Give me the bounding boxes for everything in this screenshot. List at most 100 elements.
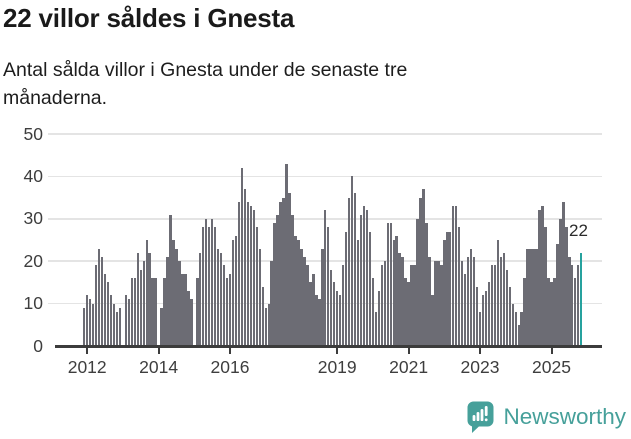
bar <box>386 223 389 346</box>
highlight-value-label: 22 <box>569 220 588 240</box>
bar <box>365 210 369 346</box>
newsworthy-logo-icon <box>467 401 494 433</box>
bar <box>475 286 479 346</box>
bar <box>356 240 360 346</box>
bar <box>112 303 116 346</box>
bar <box>297 240 300 346</box>
bar <box>127 299 131 346</box>
x-axis-line <box>55 345 602 348</box>
bar <box>151 278 154 346</box>
bar <box>136 252 139 346</box>
x-tick <box>157 348 160 354</box>
bar <box>332 282 336 346</box>
bar <box>210 218 214 346</box>
chart-title: 22 villor såldes i Gnesta <box>3 3 295 33</box>
y-axis-label: 30 <box>23 208 43 229</box>
bar <box>130 278 134 346</box>
bar <box>145 240 148 346</box>
bar <box>312 273 315 346</box>
bar <box>321 248 324 346</box>
bar <box>234 235 238 346</box>
bar <box>106 282 110 346</box>
bar <box>553 278 556 346</box>
bar <box>517 324 520 346</box>
bar <box>178 261 181 346</box>
y-gridline <box>48 175 602 178</box>
x-tick-label: 2021 <box>389 357 429 377</box>
bar <box>309 282 312 346</box>
x-tick <box>229 348 231 354</box>
bar <box>571 265 574 346</box>
bar <box>359 214 363 346</box>
bar <box>270 261 273 346</box>
bar <box>407 282 410 346</box>
bar <box>520 312 523 346</box>
bar <box>452 206 455 346</box>
bar <box>344 231 348 346</box>
bar <box>434 261 437 346</box>
bar <box>202 227 205 346</box>
bar <box>487 282 491 346</box>
x-tick-label: 2019 <box>317 357 357 377</box>
bar <box>425 223 428 346</box>
bar <box>395 235 398 346</box>
bar <box>469 248 473 346</box>
bar <box>335 290 339 346</box>
bar <box>219 252 223 346</box>
bar <box>118 307 122 346</box>
bar <box>315 295 318 346</box>
bar <box>276 214 279 346</box>
bar <box>324 210 327 346</box>
bar <box>94 265 98 346</box>
bar <box>288 193 291 346</box>
bar <box>196 278 199 346</box>
bar <box>568 257 571 346</box>
bar <box>306 265 309 346</box>
bar <box>538 210 541 346</box>
bar <box>362 206 366 346</box>
bar <box>279 201 282 346</box>
bar <box>416 218 419 346</box>
bar <box>404 278 407 346</box>
bar <box>85 295 89 346</box>
bar <box>142 261 145 346</box>
bar <box>472 257 476 346</box>
brand-name: Newsworthy <box>503 404 626 429</box>
bar <box>523 278 526 346</box>
bar <box>327 227 330 346</box>
bar <box>502 252 506 346</box>
bar <box>577 265 580 346</box>
bar <box>350 176 354 346</box>
bar <box>231 240 235 346</box>
bar <box>401 257 404 346</box>
bar <box>511 303 514 346</box>
bar <box>484 290 488 346</box>
bar <box>97 248 101 346</box>
bar <box>91 303 95 346</box>
bar <box>383 261 387 346</box>
bar <box>124 295 128 346</box>
bar <box>115 312 119 346</box>
bar <box>508 286 511 346</box>
bar <box>544 227 547 346</box>
bar <box>449 231 452 346</box>
bar <box>103 273 107 346</box>
bar <box>353 193 357 346</box>
bar <box>169 214 172 346</box>
bar <box>422 189 425 346</box>
bar <box>574 278 577 346</box>
x-tick-label: 2023 <box>460 357 500 377</box>
bar <box>529 248 532 346</box>
bar <box>246 201 250 346</box>
y-axis-label: 40 <box>23 165 43 186</box>
bar <box>100 257 104 346</box>
bar <box>446 231 449 346</box>
bar <box>243 189 247 346</box>
bar <box>252 210 256 346</box>
bar <box>294 235 297 346</box>
x-tick-label: 2014 <box>139 357 179 377</box>
bar <box>133 278 137 346</box>
bar <box>187 290 190 346</box>
bar <box>374 312 378 346</box>
